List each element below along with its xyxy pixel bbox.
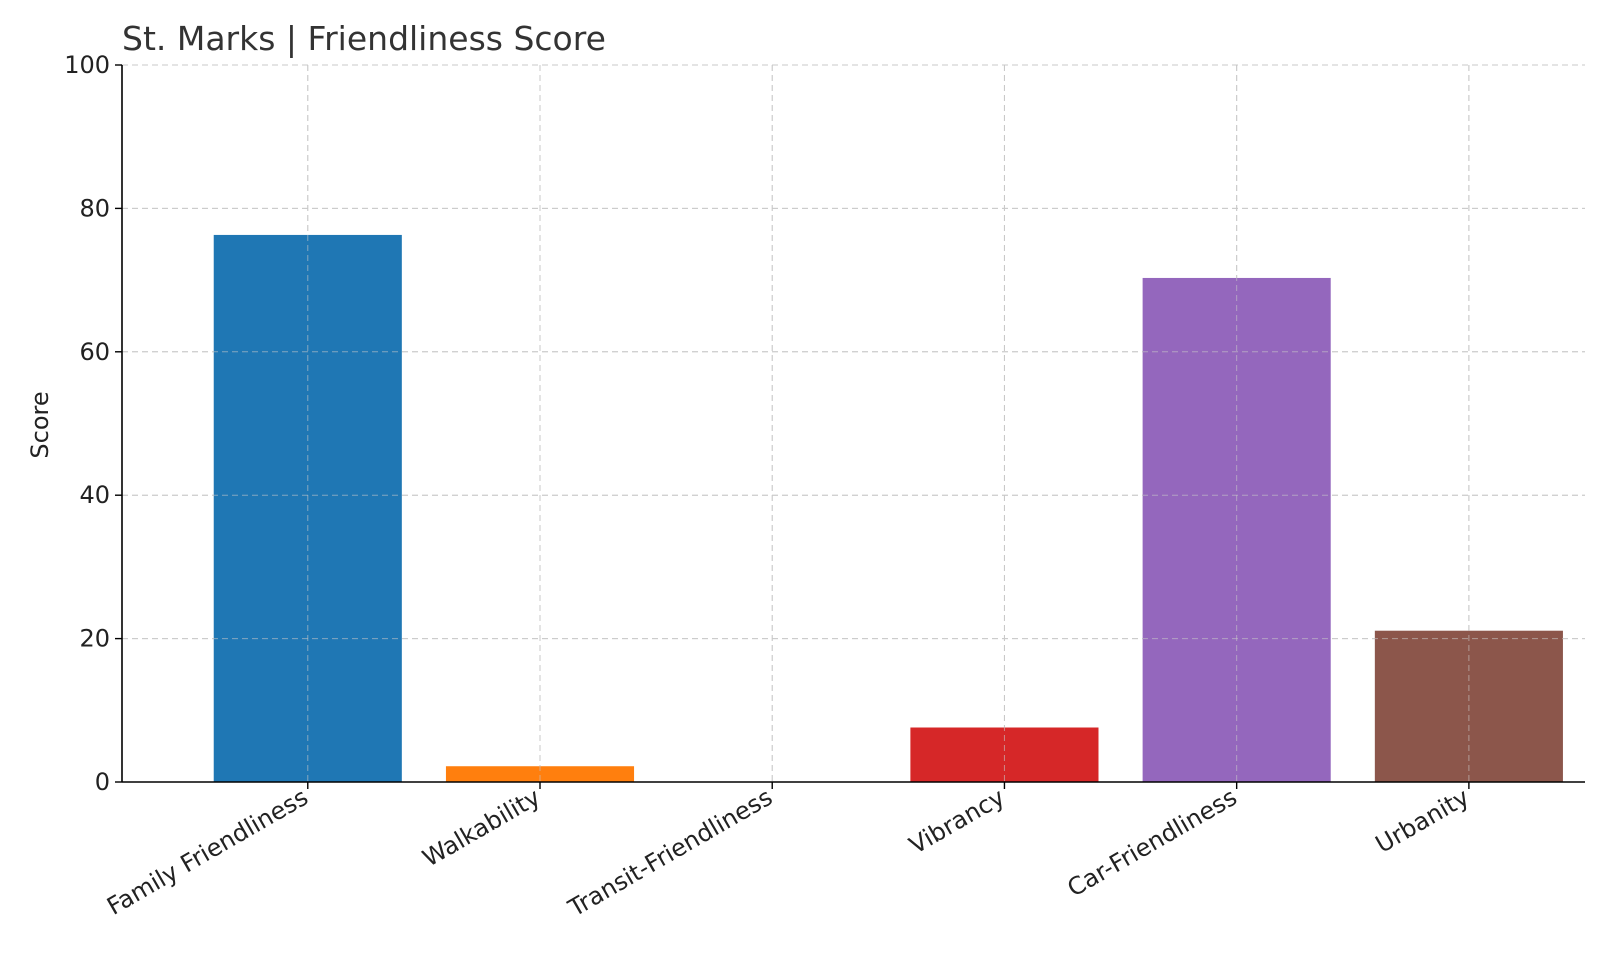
y-tick-label: 20 bbox=[79, 625, 110, 653]
y-tick-label: 40 bbox=[79, 481, 110, 509]
bars bbox=[122, 64, 1585, 782]
x-tick-label: Family Friendliness bbox=[102, 783, 313, 921]
x-tick-label: Vibrancy bbox=[905, 783, 1010, 860]
y-tick-label: 60 bbox=[79, 338, 110, 366]
chart-title: St. Marks | Friendliness Score bbox=[122, 19, 606, 58]
x-tick-label: Urbanity bbox=[1371, 783, 1474, 859]
x-tick-label: Car-Friendliness bbox=[1063, 783, 1242, 903]
y-tick-label: 0 bbox=[95, 768, 110, 796]
y-tick-label: 100 bbox=[64, 51, 110, 79]
y-axis-label: Score bbox=[26, 391, 54, 458]
x-tick-label: Walkability bbox=[418, 783, 545, 873]
axes bbox=[115, 64, 1585, 789]
bar bbox=[445, 766, 635, 782]
y-tick-label: 80 bbox=[79, 194, 110, 222]
x-tick-label: Transit-Friendliness bbox=[563, 783, 777, 923]
